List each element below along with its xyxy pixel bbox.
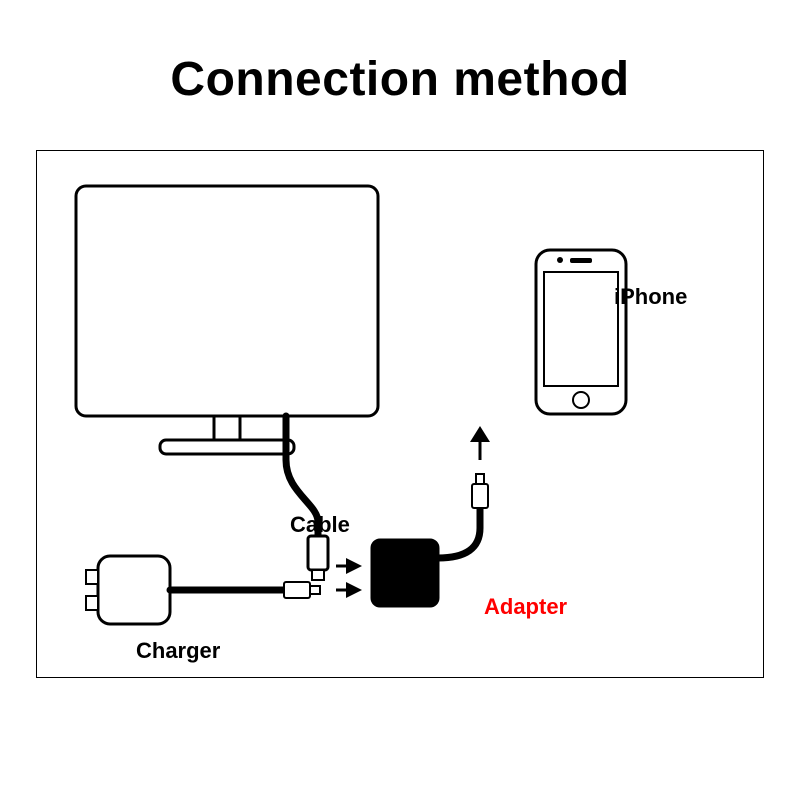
charger-icon (86, 556, 320, 624)
label-iphone: iPhone (614, 284, 687, 310)
label-cable: Cable (290, 512, 350, 538)
connection-diagram (36, 150, 764, 678)
diagram-root: Connection method (0, 0, 800, 800)
arrows-into-adapter (336, 558, 362, 598)
monitor-icon (76, 186, 378, 454)
adapter-icon (372, 474, 488, 606)
label-charger: Charger (136, 638, 220, 664)
label-adapter: Adapter (484, 594, 567, 620)
page-title: Connection method (0, 52, 800, 107)
arrow-to-phone (470, 426, 490, 460)
iphone-icon (536, 250, 626, 414)
